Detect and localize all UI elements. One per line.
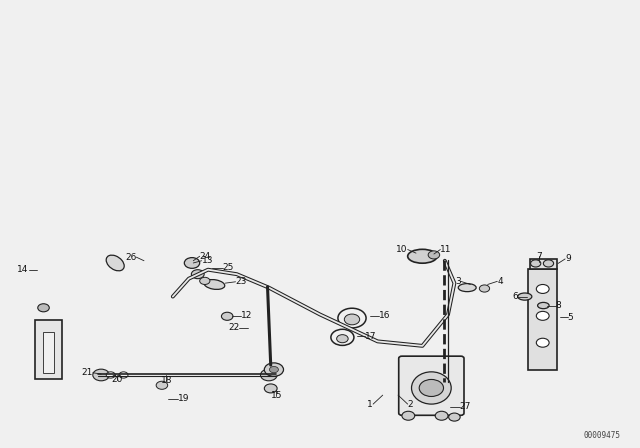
- Circle shape: [184, 258, 200, 268]
- Text: 1: 1: [367, 400, 373, 409]
- Ellipse shape: [458, 284, 476, 292]
- Text: 7: 7: [536, 252, 541, 261]
- Circle shape: [435, 411, 448, 420]
- Text: 27: 27: [460, 402, 471, 411]
- Text: 21: 21: [81, 368, 93, 377]
- Circle shape: [402, 411, 415, 420]
- Text: 23: 23: [236, 277, 247, 286]
- Text: 8: 8: [556, 301, 561, 310]
- FancyBboxPatch shape: [399, 356, 464, 415]
- Circle shape: [264, 384, 277, 393]
- Text: 3: 3: [455, 277, 461, 286]
- Circle shape: [536, 284, 549, 293]
- Text: 14: 14: [17, 265, 29, 274]
- Text: 12: 12: [241, 311, 253, 320]
- Circle shape: [200, 277, 210, 284]
- Circle shape: [269, 366, 278, 373]
- Bar: [43, 332, 54, 373]
- Circle shape: [156, 381, 168, 389]
- Circle shape: [264, 363, 284, 376]
- Circle shape: [479, 285, 490, 292]
- Circle shape: [419, 379, 444, 396]
- Text: 17: 17: [365, 332, 376, 340]
- Text: 25: 25: [223, 263, 234, 272]
- Ellipse shape: [106, 255, 124, 271]
- Circle shape: [106, 372, 115, 378]
- Text: 00009475: 00009475: [584, 431, 621, 440]
- Text: 2: 2: [408, 400, 413, 409]
- Ellipse shape: [408, 249, 437, 263]
- Text: 18: 18: [161, 376, 172, 385]
- Circle shape: [449, 413, 460, 421]
- Text: 26: 26: [125, 253, 136, 262]
- Circle shape: [221, 312, 233, 320]
- Ellipse shape: [204, 280, 225, 289]
- Text: 10: 10: [396, 245, 408, 254]
- Text: 19: 19: [178, 394, 189, 403]
- Circle shape: [536, 311, 549, 320]
- Text: 5: 5: [568, 313, 573, 322]
- Bar: [528, 269, 557, 370]
- Text: 4: 4: [497, 277, 503, 286]
- Circle shape: [344, 314, 360, 325]
- Ellipse shape: [518, 293, 532, 300]
- Text: 15: 15: [271, 391, 282, 400]
- Ellipse shape: [538, 302, 549, 309]
- Circle shape: [543, 260, 554, 267]
- Circle shape: [93, 369, 109, 381]
- Circle shape: [191, 270, 204, 279]
- Circle shape: [428, 251, 440, 259]
- Circle shape: [119, 372, 128, 378]
- Circle shape: [337, 335, 348, 343]
- Text: 22: 22: [228, 323, 239, 332]
- Bar: [35, 320, 62, 379]
- Circle shape: [536, 338, 549, 347]
- Text: 6: 6: [513, 292, 518, 301]
- Text: 11: 11: [440, 245, 452, 254]
- Circle shape: [260, 369, 277, 381]
- Text: 13: 13: [202, 256, 213, 265]
- Circle shape: [531, 260, 541, 267]
- Text: 16: 16: [379, 311, 390, 320]
- Text: 20: 20: [111, 375, 123, 384]
- Text: 9: 9: [565, 254, 571, 263]
- Text: 24: 24: [200, 252, 211, 261]
- Bar: [530, 259, 557, 269]
- Circle shape: [38, 304, 49, 312]
- Ellipse shape: [412, 372, 451, 404]
